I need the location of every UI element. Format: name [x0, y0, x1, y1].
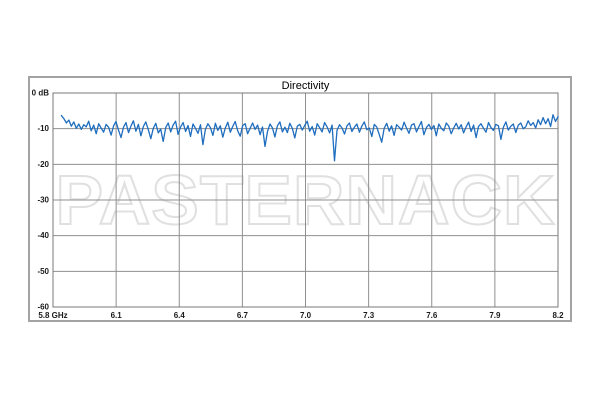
plot-border: [52, 92, 559, 308]
x-tick-label: 7.3: [363, 311, 375, 320]
y-tick-label: -10: [37, 124, 49, 133]
x-tick-label: 5.8 GHz: [38, 311, 67, 320]
y-tick-label: -50: [37, 267, 49, 276]
x-tick-label: 6.7: [237, 311, 249, 320]
y-tick-label: -30: [37, 196, 49, 205]
x-tick-label: 7.6: [426, 311, 438, 320]
directivity-plot: PASTERNACK0 dB-10-20-30-40-50-605.8 GHz6…: [32, 89, 564, 321]
y-tick-label: 0 dB: [32, 89, 50, 98]
y-tick-label: -60: [37, 303, 49, 312]
x-tick-label: 7.9: [489, 311, 501, 320]
y-tick-label: -20: [37, 160, 49, 169]
directivity-trace: [60, 114, 559, 162]
chart-title: Directivity: [281, 80, 330, 92]
y-tick-label: -40: [37, 231, 49, 240]
x-tick-label: 7.0: [300, 311, 312, 320]
x-tick-label: 6.4: [174, 311, 186, 320]
x-tick-label: 8.2: [552, 311, 564, 320]
chart-frame: Directivity PASTERNACK0 dB-10-20-30-40-5…: [28, 76, 572, 322]
x-tick-label: 6.1: [111, 311, 123, 320]
